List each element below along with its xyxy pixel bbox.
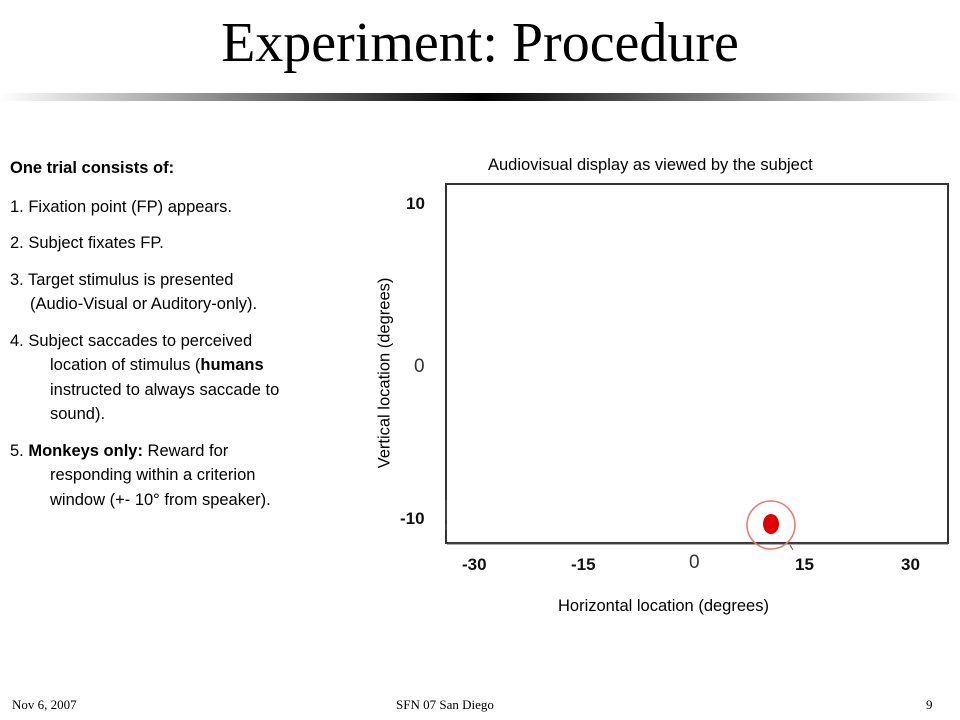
x-tick-15: 15 (795, 555, 814, 574)
step-1: 1. Fixation point (FP) appears. (10, 197, 232, 216)
footer-date: Nov 6, 2007 (12, 697, 77, 712)
display-tick-mark (789, 544, 794, 551)
procedure-heading: One trial consists of: (10, 159, 175, 177)
page-number: 9 (926, 697, 933, 712)
step-2: 2. Subject fixates FP. (10, 234, 164, 252)
step-5-line-2: responding within a criterion (50, 466, 256, 484)
title-divider (0, 93, 960, 101)
display-frame (445, 183, 949, 544)
y-tick-neg10: -10 (400, 509, 425, 528)
x-tick-neg15: -15 (571, 555, 596, 574)
step-5-line-1: 5. Monkeys only: Reward for (10, 442, 228, 460)
step-4-line-3: instructed to always saccade to (50, 380, 280, 399)
step-4-humans: humans (200, 356, 264, 374)
step-3-line-1: 3. Target stimulus is presented (10, 270, 234, 289)
target-response-window (746, 500, 796, 550)
slide-title: Experiment: Procedure (221, 12, 739, 74)
step-5: 5. Monkeys only: Reward for responding w… (10, 439, 370, 513)
step-4: 4. Subject saccades to perceived locatio… (10, 329, 370, 427)
step-3: 3. Target stimulus is presented (Audio-V… (10, 268, 370, 317)
step-4-line-4: sound). (50, 405, 106, 423)
step-4-line-1: 4. Subject saccades to perceived (10, 331, 253, 350)
step-5-monkeys: Monkeys only: (28, 441, 143, 460)
x-tick-0: 0 (689, 552, 700, 573)
step-4-text: location of stimulus ( (50, 356, 201, 374)
step-5-line-3: window (+- 10° from speaker). (50, 490, 271, 509)
y-axis-label: Vertical location (degrees) (375, 277, 394, 469)
x-tick-30: 30 (901, 555, 920, 574)
y-tick-10: 10 (406, 194, 425, 213)
step-5-text: Reward for (142, 441, 229, 460)
display-title: Audiovisual display as viewed by the sub… (488, 156, 813, 174)
target-stimulus (763, 514, 779, 534)
step-4-line-2: location of stimulus (humans (10, 353, 370, 378)
y-tick-0: 0 (414, 356, 425, 377)
step-3-line-2: (Audio-Visual or Auditory-only). (30, 295, 258, 313)
procedure-list: One trial consists of: 1. Fixation point… (10, 156, 370, 524)
step-5-number: 5. (10, 441, 29, 460)
footer-venue: SFN 07 San Diego (396, 697, 494, 712)
x-axis-label: Horizontal location (degrees) (558, 597, 769, 615)
x-tick-neg30: -30 (462, 555, 487, 574)
